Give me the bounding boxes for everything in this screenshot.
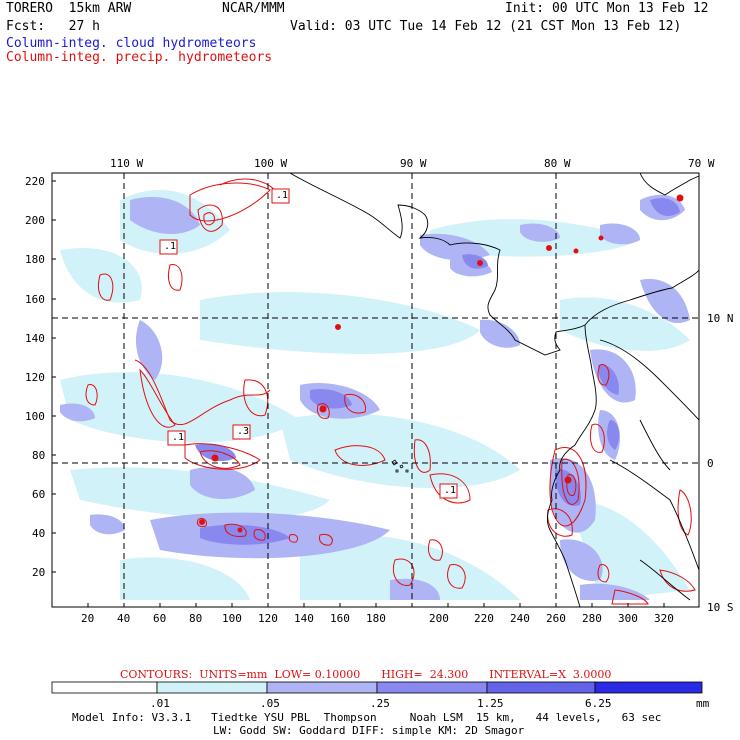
x-tick-label: 240 [510,612,530,625]
contour-box [439,483,458,499]
contour-box-label: .3 [237,426,250,437]
x-tick-label: 60 [153,612,167,625]
model-title: TORERO 15km ARW [6,1,132,16]
contour-box-label: .1 [164,241,177,252]
contour-box [271,188,290,204]
lat-lon-grid [52,173,699,607]
y-tick-label: 200 [25,214,45,227]
colorbar-bin [266,681,378,694]
valid-time: Valid: 03 UTC Tue 14 Feb 12 (21 CST Mon … [290,19,682,34]
contour-box-label: .1 [444,485,457,496]
x-ticks [87,603,665,607]
forecast-hour: Fcst: 27 h [6,19,100,34]
precip-contours [85,178,696,605]
contour-box [232,424,251,440]
contour-box-label: .1 [172,432,185,443]
y-tick-label: 140 [25,332,45,345]
colorbar-label: .25 [370,697,390,710]
lon-label: 110 W [110,157,144,170]
x-tick-label: 160 [330,612,350,625]
legend-precip: Column-integ. precip. hydrometeors [6,50,273,65]
x-tick-label: 80 [189,612,203,625]
y-ticks [52,180,56,573]
y-tick-label: 120 [25,371,45,384]
y-tick-label: 40 [32,527,46,540]
x-tick-label: 260 [546,612,566,625]
colorbar [51,681,703,694]
legend-cloud: Column-integ. cloud hydrometeors [6,36,257,51]
contour-label-boxes [159,188,458,499]
coastlines [289,172,700,608]
precip-cores [199,194,684,533]
y-tick-label: 220 [25,175,45,188]
colorbar-bin [51,681,158,694]
x-tick-label: 200 [429,612,449,625]
x-tick-label: 20 [81,612,95,625]
y-tick-label: 180 [25,253,45,266]
org-label: NCAR/MMM [222,1,285,16]
colorbar-label: .01 [150,697,170,710]
model-info: Model Info: V3.3.1 Tiedtke YSU PBL Thomp… [72,711,662,724]
y-tick-label: 20 [32,566,46,579]
contours-info: CONTOURS: UNITS=mm LOW= 0.10000 HIGH= 24… [120,668,612,681]
lon-label: 80 W [544,157,571,170]
x-tick-label: 120 [258,612,278,625]
lon-label: 90 W [400,157,427,170]
lon-label: 70 W [688,157,715,170]
y-tick-label: 60 [32,488,46,501]
colorbar-label: 1.25 [477,697,504,710]
contour-box-label: .1 [276,190,289,201]
lon-label: 100 W [254,157,288,170]
colorbar-units: mm [696,697,710,710]
x-tick-label: 300 [618,612,638,625]
physics-info: LW: Godd SW: Goddard DIFF: simple KM: 2D… [213,724,525,737]
x-tick-label: 180 [366,612,386,625]
colorbar-bin [156,681,268,694]
x-tick-label: 100 [222,612,242,625]
colorbar-bin [486,681,596,694]
x-tick-label: 280 [582,612,602,625]
y-tick-label: 160 [25,293,45,306]
x-tick-label: 220 [474,612,494,625]
colorbar-label: .05 [260,697,280,710]
y-tick-label: 80 [32,449,46,462]
colorbar-bin [594,681,703,694]
y-tick-label: 100 [25,410,45,423]
init-time: Init: 00 UTC Mon 13 Feb 12 [505,1,709,16]
x-tick-label: 140 [294,612,314,625]
x-tick-label: 40 [117,612,131,625]
contour-box [159,239,178,255]
colorbar-bin [376,681,488,694]
colorbar-label: 6.25 [585,697,612,710]
lat-label: 10 N [707,312,734,325]
lat-label: 10 S [707,601,734,614]
lat-label: 0 [707,457,714,470]
galapagos-islands [391,459,409,473]
contour-box [167,430,186,446]
x-tick-label: 320 [654,612,674,625]
